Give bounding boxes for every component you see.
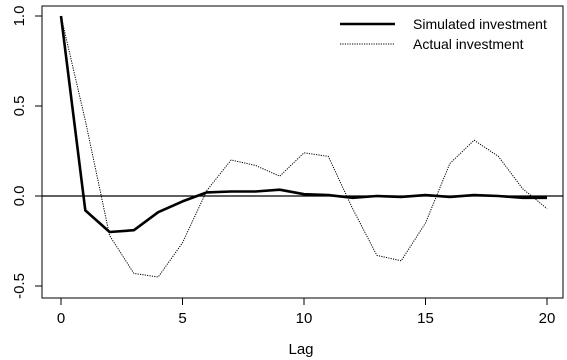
y-tick-label: 0.5 [11,96,28,117]
y-tick-label: -0.5 [11,273,28,299]
y-axis-ticks: -0.5 0.0 0.5 1.0 [11,6,42,299]
series-line-actual [60,15,548,278]
x-axis-title: Lag [288,341,313,358]
legend-label: Actual investment [413,36,524,52]
series-layer [59,15,548,278]
legend-label: Simulated investment [413,16,547,32]
legend: Simulated investment Actual investment [340,16,547,52]
y-tick-label: 0.0 [11,186,28,207]
x-tick-label: 20 [539,310,556,327]
x-tick-label: 0 [57,310,65,327]
x-axis-ticks: 0 5 10 15 20 [57,298,556,327]
plot-frame [41,5,564,299]
x-tick-label: 15 [417,310,434,327]
x-tick-label: 5 [178,310,186,327]
y-tick-label: 1.0 [11,6,28,27]
x-tick-label: 10 [296,310,313,327]
series-line-simulated [59,15,547,234]
